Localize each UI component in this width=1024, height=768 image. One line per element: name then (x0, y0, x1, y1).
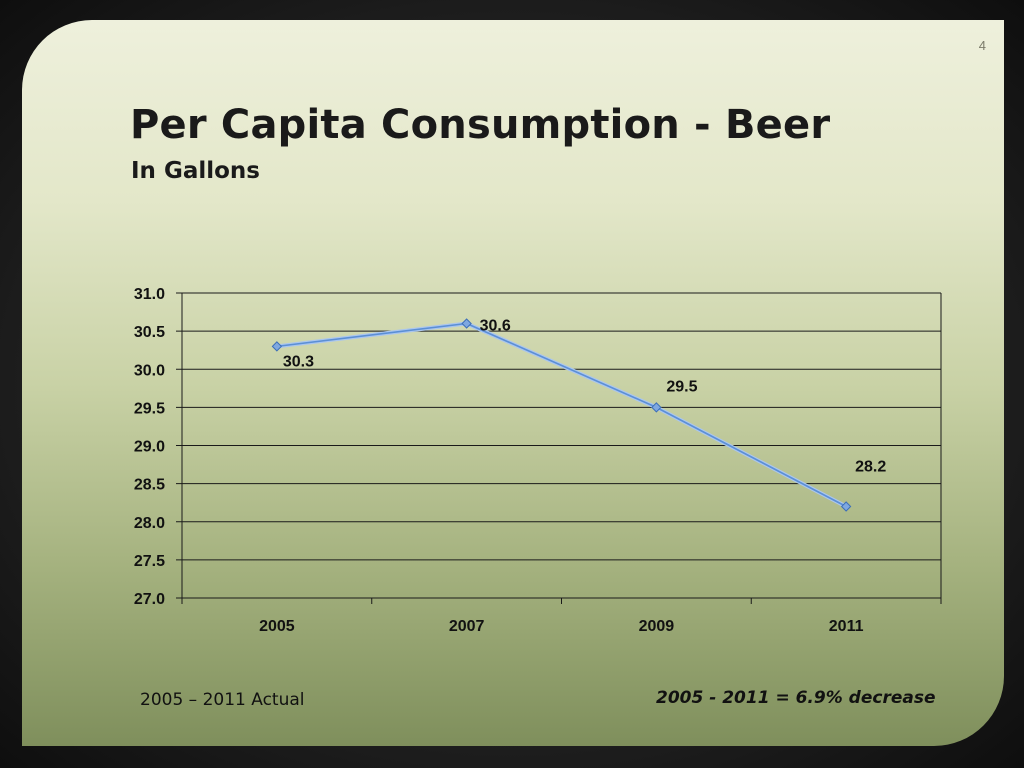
y-tick-label: 27.5 (134, 553, 165, 570)
y-tick-label: 31.0 (134, 286, 165, 303)
data-label: 28.2 (855, 459, 886, 476)
x-tick-label: 2005 (259, 618, 295, 635)
data-label: 30.6 (480, 318, 511, 335)
series-line (276, 322, 847, 508)
x-tick-label: 2007 (449, 618, 485, 635)
y-tick-label: 30.5 (134, 324, 165, 341)
slide-title: Per Capita Consumption - Beer (130, 102, 831, 148)
y-tick-label: 28.5 (134, 477, 165, 494)
x-tick-label: 2009 (639, 618, 675, 635)
data-point (461, 318, 472, 329)
data-label: 30.3 (283, 353, 314, 370)
y-tick-label: 29.5 (134, 400, 165, 417)
series-line-halo (276, 321, 848, 509)
y-tick-label: 28.0 (134, 515, 165, 532)
data-point (840, 501, 852, 512)
y-tick-label: 30.0 (134, 362, 165, 379)
page-number: 4 (978, 38, 986, 53)
y-tick-label: 29.0 (134, 439, 165, 456)
footer-note-decrease: 2005 - 2011 = 6.9% decrease (656, 688, 936, 708)
slide-background (22, 20, 1004, 746)
data-point (651, 402, 662, 413)
footer-note-actual: 2005 – 2011 Actual (140, 690, 305, 710)
data-point (271, 341, 283, 352)
slide-subtitle: In Gallons (131, 158, 260, 184)
x-tick-label: 2011 (829, 618, 864, 635)
y-tick-label: 27.0 (134, 591, 165, 608)
data-label: 29.5 (666, 378, 697, 395)
